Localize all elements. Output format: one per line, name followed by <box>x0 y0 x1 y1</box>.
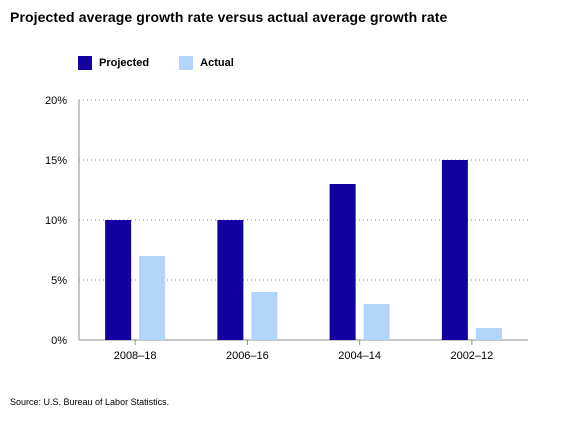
y-tick-label: 0% <box>51 335 67 347</box>
legend-item-projected: Projected <box>78 56 149 70</box>
x-tick-label: 2006–16 <box>226 350 269 362</box>
legend-swatch-actual <box>179 56 194 70</box>
y-tick-label: 20% <box>45 95 67 107</box>
y-tick-label: 5% <box>51 275 67 287</box>
x-tick-label: 2004–14 <box>338 350 381 362</box>
y-tick-label: 15% <box>45 155 67 167</box>
legend-label-projected: Projected <box>99 57 150 69</box>
legend-swatch-projected <box>78 56 92 70</box>
bar-actual-2 <box>363 304 390 340</box>
bar-projected-0 <box>105 220 132 340</box>
bar-actual-1 <box>251 292 278 340</box>
source-note: Source: U.S. Bureau of Labor Statistics. <box>10 397 170 407</box>
y-tick-label: 10% <box>45 215 67 227</box>
chart-legend: Projected Actual <box>78 56 264 70</box>
bar-projected-2 <box>329 184 356 340</box>
bar-projected-1 <box>217 220 244 340</box>
legend-item-actual: Actual <box>179 56 234 70</box>
bar-projected-3 <box>441 160 468 340</box>
bar-actual-3 <box>475 328 502 340</box>
legend-label-actual: Actual <box>200 57 234 69</box>
x-tick-label: 2008–18 <box>114 350 157 362</box>
bar-actual-0 <box>139 256 166 340</box>
chart-title: Projected average growth rate versus act… <box>10 9 448 25</box>
x-tick-label: 2002–12 <box>450 350 493 362</box>
